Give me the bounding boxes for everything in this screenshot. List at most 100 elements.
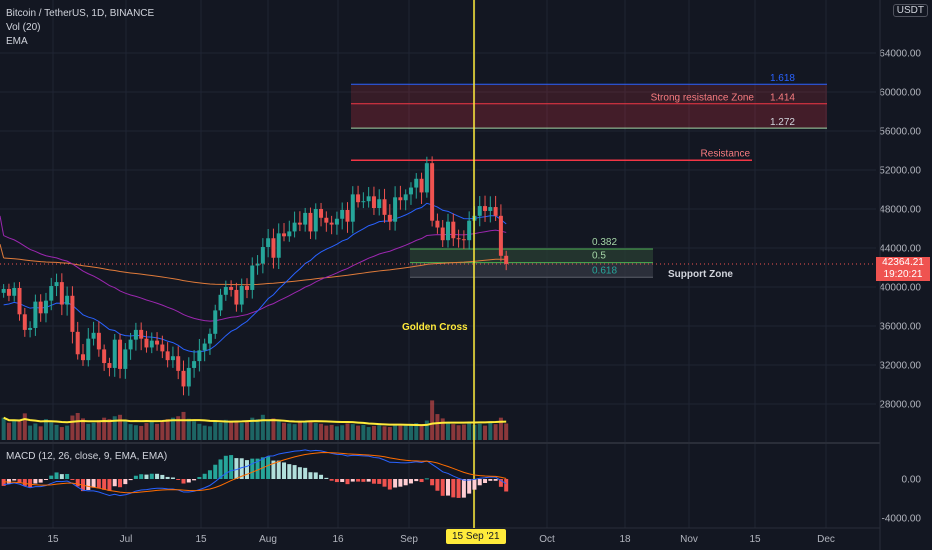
volume-bar	[207, 426, 212, 440]
candle-body	[292, 222, 297, 232]
macd-histogram-bar	[207, 470, 212, 479]
support-zone-label: Support Zone	[668, 269, 733, 280]
macd-histogram-bar	[467, 479, 472, 494]
candle-body	[38, 301, 43, 314]
time-axis-tick: Dec	[817, 534, 835, 545]
macd-histogram-bar	[498, 479, 503, 487]
macd-histogram-bar	[17, 479, 22, 483]
volume-bar	[324, 425, 329, 440]
ema-mid-line	[3, 229, 507, 322]
macd-axis-tick: -4000.00	[882, 514, 922, 525]
macd-histogram-bar	[155, 473, 160, 479]
candle-body	[170, 356, 175, 361]
volume-bar	[297, 422, 302, 440]
macd-histogram-bar	[165, 476, 170, 479]
resistance-label: Resistance	[701, 148, 751, 159]
macd-histogram-bar	[504, 479, 509, 492]
candle-body	[59, 282, 64, 305]
ema-fast-line	[3, 202, 507, 353]
macd-histogram-bar	[382, 479, 387, 487]
macd-histogram-bar	[59, 474, 64, 479]
candle-body	[334, 218, 339, 225]
fib-zone-lower	[351, 103, 827, 129]
volume-bar	[276, 421, 281, 440]
macd-histogram-bar	[149, 473, 154, 479]
candle-body	[356, 194, 361, 203]
candle-body	[6, 288, 11, 296]
candle-body	[414, 178, 419, 188]
macd-histogram-bar	[488, 479, 493, 481]
volume-bar	[451, 424, 456, 440]
candle-body	[54, 282, 59, 287]
candle-body	[504, 255, 509, 264]
macd-axis-tick: 0.00	[902, 475, 922, 486]
volume-bar	[313, 423, 318, 440]
macd-histogram-bar	[197, 477, 202, 479]
support-zone-lower	[410, 262, 653, 278]
macd-legend[interactable]: MACD (12, 26, close, 9, EMA, EMA)	[6, 451, 168, 462]
symbol-legend[interactable]: Bitcoin / TetherUS, 1D, BINANCE	[6, 8, 155, 19]
volume-bar	[186, 418, 191, 440]
macd-histogram-bar	[176, 479, 181, 480]
macd-histogram-bar	[218, 459, 223, 479]
macd-histogram-bar	[493, 479, 498, 481]
macd-histogram-bar	[128, 479, 133, 481]
fib-label-05: 0.5	[592, 251, 606, 262]
volume-bar	[446, 422, 451, 440]
volume-bar	[133, 425, 138, 440]
candle-body	[393, 197, 398, 222]
volume-bar	[38, 426, 43, 440]
volume-bar	[22, 413, 27, 440]
candle-body	[451, 221, 456, 239]
macd-histogram-bar	[75, 479, 80, 487]
candle-body	[276, 233, 281, 258]
candle-body	[361, 201, 366, 203]
candle-body	[123, 349, 128, 369]
candle-body	[86, 338, 91, 361]
candle-body	[244, 286, 249, 290]
candle-body	[75, 331, 80, 355]
price-axis-tick: 56000.00	[879, 127, 921, 138]
macd-histogram-bar	[483, 479, 488, 483]
bar-countdown-tag: 19:20:21	[876, 269, 930, 281]
macd-histogram-bar	[350, 479, 355, 482]
macd-histogram-bar	[192, 479, 197, 481]
volume-bar	[160, 422, 165, 440]
volume-legend[interactable]: Vol (20)	[6, 22, 41, 33]
ema-legend[interactable]: EMA	[6, 36, 28, 47]
currency-button[interactable]: USDT	[892, 4, 928, 17]
volume-bar	[371, 425, 376, 440]
volume-bar	[419, 424, 424, 440]
volume-bar	[244, 420, 249, 440]
macd-histogram-bar	[28, 479, 33, 488]
macd-histogram-bar	[408, 479, 413, 484]
candle-body	[96, 332, 101, 350]
volume-bar	[403, 424, 408, 440]
macd-histogram-bar	[472, 479, 477, 490]
volume-bar	[176, 416, 181, 440]
volume-bar	[149, 420, 154, 440]
candle-body	[488, 207, 493, 211]
volume-bar	[393, 424, 398, 440]
candle-body	[350, 194, 355, 222]
macd-histogram-bar	[334, 479, 339, 483]
volume-bar	[366, 427, 371, 440]
candle-body	[202, 343, 207, 351]
macd-histogram-bar	[430, 479, 435, 486]
volume-bar	[144, 423, 149, 440]
time-axis-tick: Aug	[259, 534, 277, 545]
candle-body	[218, 294, 223, 311]
volume-bar	[504, 423, 509, 440]
candle-body	[197, 350, 202, 362]
volume-bar	[170, 417, 175, 440]
candle-body	[250, 265, 255, 290]
fib-label-0382: 0.382	[592, 237, 617, 248]
volume-bar	[483, 425, 488, 440]
candle-body	[155, 340, 160, 345]
candle-body	[319, 209, 324, 218]
macd-histogram-bar	[266, 456, 271, 479]
volume-bar	[155, 423, 160, 440]
volume-bar	[192, 421, 197, 440]
macd-histogram-bar	[282, 462, 287, 479]
